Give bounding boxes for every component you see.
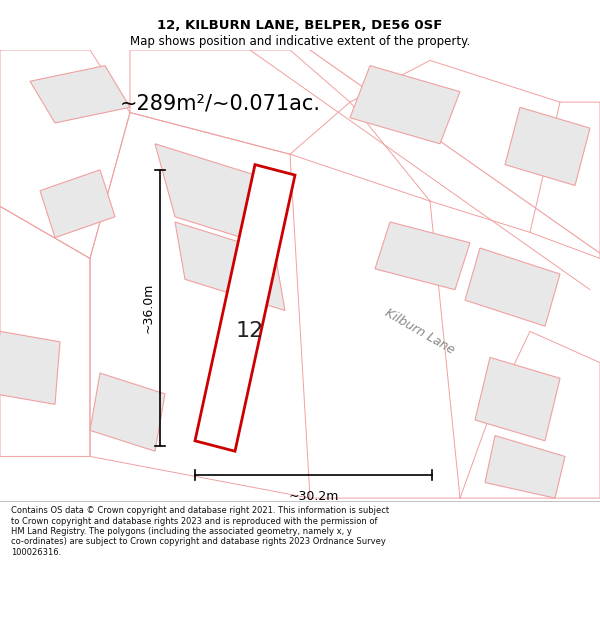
Text: Map shows position and indicative extent of the property.: Map shows position and indicative extent… [130, 35, 470, 48]
Polygon shape [475, 357, 560, 441]
Polygon shape [465, 248, 560, 326]
Polygon shape [195, 164, 295, 451]
Polygon shape [155, 144, 275, 248]
Polygon shape [505, 107, 590, 186]
Text: Contains OS data © Crown copyright and database right 2021. This information is : Contains OS data © Crown copyright and d… [11, 506, 389, 557]
Text: ~289m²/~0.071ac.: ~289m²/~0.071ac. [119, 94, 320, 114]
Text: 12, KILBURN LANE, BELPER, DE56 0SF: 12, KILBURN LANE, BELPER, DE56 0SF [157, 19, 443, 32]
Polygon shape [40, 170, 115, 238]
Polygon shape [30, 66, 130, 123]
Polygon shape [0, 331, 60, 404]
Polygon shape [375, 222, 470, 290]
Polygon shape [485, 436, 565, 498]
Text: ~36.0m: ~36.0m [142, 282, 155, 333]
Text: 12: 12 [236, 321, 264, 341]
Polygon shape [90, 373, 165, 451]
Polygon shape [175, 222, 285, 311]
Polygon shape [350, 66, 460, 144]
Text: ~30.2m: ~30.2m [289, 490, 338, 502]
Text: Kilburn Lane: Kilburn Lane [383, 306, 457, 357]
